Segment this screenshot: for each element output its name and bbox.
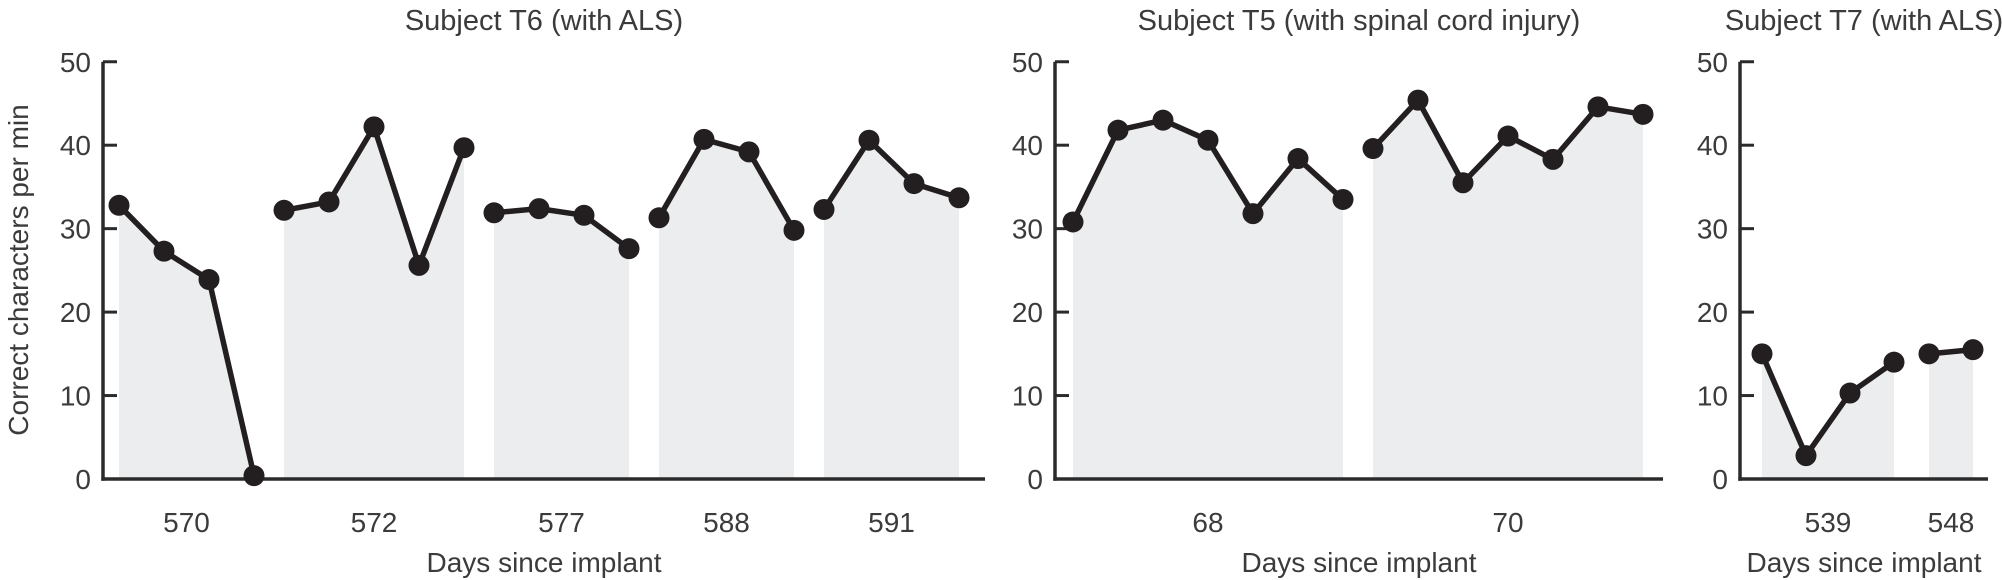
panel-title: Subject T6 (with ALS) xyxy=(405,5,683,37)
y-tick-label: 0 xyxy=(1027,464,1043,495)
series-line xyxy=(821,137,962,213)
data-point xyxy=(1452,172,1474,194)
data-point xyxy=(1287,148,1309,170)
x-axis-label: Days since implant xyxy=(1242,547,1477,578)
y-tick-label: 0 xyxy=(75,464,91,495)
session-day-band xyxy=(824,140,959,479)
data-point xyxy=(1242,203,1264,225)
panel-title: Subject T7 (with ALS) xyxy=(1725,5,2002,37)
x-tick-label-day: 539 xyxy=(1805,507,1852,538)
data-point xyxy=(1918,343,1940,365)
y-tick-label: 30 xyxy=(1697,214,1728,245)
x-tick-label-day: 570 xyxy=(163,507,210,538)
series-line xyxy=(491,205,632,252)
x-tick-label-day: 68 xyxy=(1192,507,1223,538)
data-point xyxy=(198,269,220,291)
panel-subject-t5: 0 10 20 30 40 50 68 70 Subject T5 (with spinal c… xyxy=(1012,5,1663,578)
data-point xyxy=(1587,96,1609,118)
x-axis-label: Days since implant xyxy=(1747,547,1982,578)
data-point xyxy=(903,173,925,195)
y-tick-label: 40 xyxy=(1697,130,1728,161)
data-point xyxy=(948,187,970,209)
x-axis-label: Days since implant xyxy=(427,547,662,578)
x-tick-label-day: 591 xyxy=(868,507,915,538)
x-tick-label-day: 577 xyxy=(538,507,585,538)
series-line xyxy=(656,136,797,234)
data-point xyxy=(243,465,265,487)
data-point xyxy=(783,219,805,241)
data-point xyxy=(1362,138,1384,160)
panel-title: Subject T5 (with spinal cord injury) xyxy=(1138,5,1581,37)
data-point xyxy=(1107,119,1129,141)
x-tick-label-day: 588 xyxy=(703,507,750,538)
data-point xyxy=(363,116,385,138)
data-point xyxy=(1197,129,1219,151)
data-point xyxy=(738,141,760,163)
session-day-band xyxy=(659,139,794,479)
session-day-band xyxy=(1929,349,1973,479)
data-point xyxy=(648,207,670,229)
data-point xyxy=(1795,445,1817,467)
data-point xyxy=(1632,103,1654,125)
y-tick-label: 20 xyxy=(1012,297,1043,328)
data-point xyxy=(1332,188,1354,210)
x-tick-label-day: 70 xyxy=(1492,507,1523,538)
y-tick-label: 20 xyxy=(1697,297,1728,328)
data-point xyxy=(858,129,880,151)
series-line xyxy=(116,202,257,479)
data-point xyxy=(318,191,340,213)
data-point xyxy=(573,204,595,226)
data-point xyxy=(618,238,640,260)
session-day-band xyxy=(284,126,464,479)
data-point xyxy=(153,240,175,262)
y-tick-label: 10 xyxy=(1697,381,1728,412)
data-point xyxy=(528,198,550,220)
series-line xyxy=(1759,351,1897,459)
data-point xyxy=(408,254,430,276)
data-point xyxy=(693,128,715,150)
y-axis-label: Correct characters per min xyxy=(3,104,34,435)
data-point xyxy=(813,198,835,220)
y-tick-label: 50 xyxy=(60,47,91,78)
data-point xyxy=(1497,125,1519,147)
session-day-band xyxy=(119,205,254,479)
data-point xyxy=(1962,339,1984,361)
session-day-band xyxy=(494,208,629,479)
y-tick-label: 40 xyxy=(1012,130,1043,161)
y-tick-label: 10 xyxy=(60,381,91,412)
session-day-band xyxy=(1762,353,1894,479)
x-tick-label-day: 548 xyxy=(1928,507,1975,538)
data-point xyxy=(453,137,475,159)
data-point xyxy=(1883,351,1905,373)
data-point xyxy=(1407,89,1429,111)
data-point xyxy=(108,194,130,216)
data-point xyxy=(1152,109,1174,131)
data-point xyxy=(1062,211,1084,233)
y-tick-label: 10 xyxy=(1012,381,1043,412)
y-tick-label: 40 xyxy=(60,130,91,161)
session-day-band xyxy=(1073,120,1343,479)
panel-subject-t7: 0 10 20 30 40 50 539 548 Subject T7 (with ALS) Da… xyxy=(1697,5,2002,578)
y-tick-label: 20 xyxy=(60,297,91,328)
session-day-band xyxy=(1373,100,1643,480)
data-point xyxy=(1542,148,1564,170)
y-tick-label: 30 xyxy=(60,214,91,245)
data-point xyxy=(483,202,505,224)
y-tick-label: 50 xyxy=(1697,47,1728,78)
panel-subject-t6: 0 10 20 30 40 50 570 572 577 588 591 Subject T6 (wi… xyxy=(3,5,985,578)
y-tick-label: 50 xyxy=(1012,47,1043,78)
data-point xyxy=(273,199,295,221)
data-point xyxy=(1751,343,1773,365)
data-point xyxy=(1839,382,1861,404)
y-tick-label: 0 xyxy=(1712,464,1728,495)
y-tick-label: 30 xyxy=(1012,214,1043,245)
x-tick-label-day: 572 xyxy=(351,507,398,538)
